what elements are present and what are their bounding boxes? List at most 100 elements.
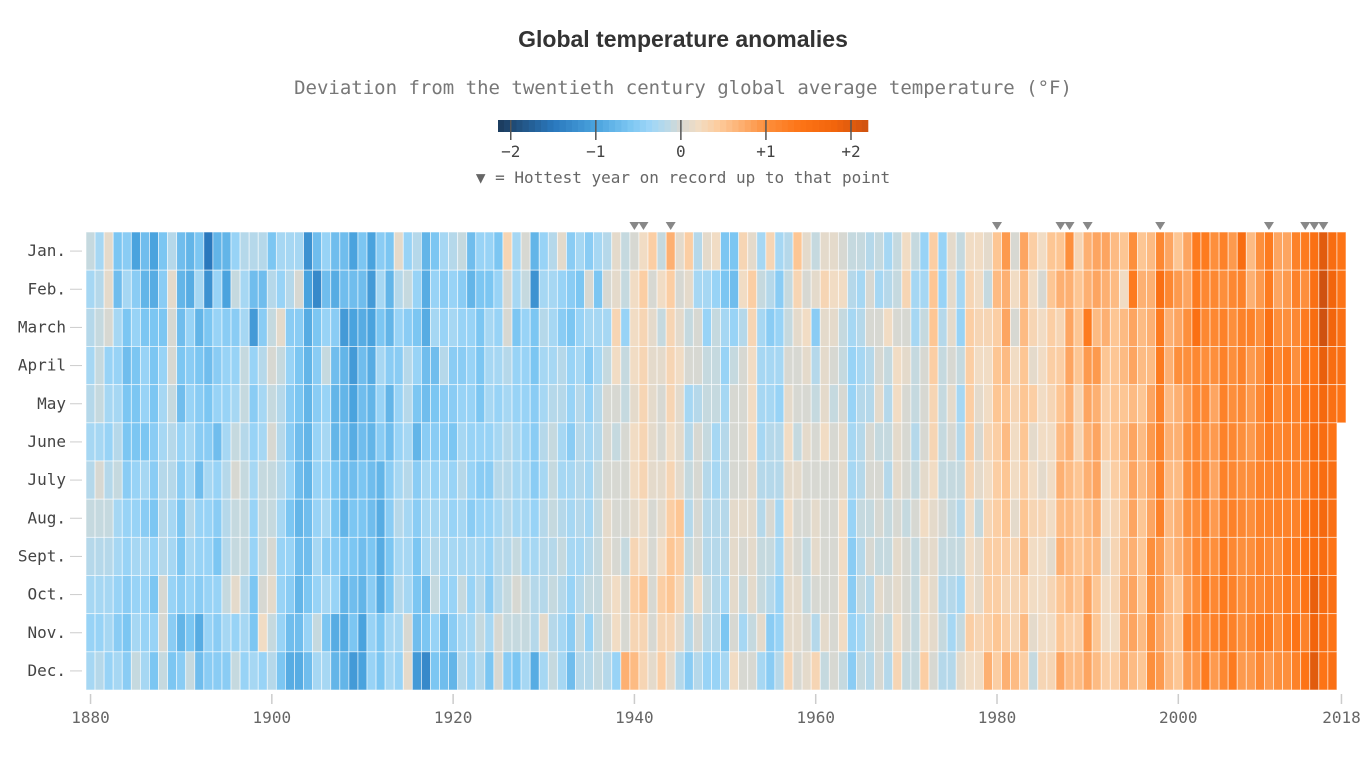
heatmap-cell: 1913 March: -0.8 — [384, 307, 395, 347]
heatmap-cell: 2005 Aug.: 1.2 — [1218, 498, 1229, 538]
heatmap-cell: 1961 Aug.: 0 — [819, 498, 830, 538]
heatmap-cell: 1916 Jan.: -0.2 — [411, 231, 422, 271]
heatmap-cell: 1955 Nov.: -0.5 — [765, 613, 776, 653]
heatmap-cell: 1992 July: 0.2 — [1100, 460, 1111, 500]
heatmap-cell: 1994 July: 0.5 — [1118, 460, 1129, 500]
heatmap-cell: 1989 May: 0.3 — [1073, 384, 1084, 424]
heatmap-cell: 1994 Aug.: 0.5 — [1118, 498, 1129, 538]
heatmap-cell: 1911 Feb.: -1.1 — [366, 269, 377, 309]
heatmap-cell: 1893 Nov.: -0.4 — [203, 613, 214, 653]
heatmap-cell: 2013 Dec.: 1.2 — [1291, 651, 1302, 691]
legend-swatch — [621, 120, 628, 132]
heatmap-cell: 1997 Aug.: 0.8 — [1146, 498, 1157, 538]
heatmap-cell: 2011 Feb.: 0.8 — [1273, 269, 1283, 309]
heatmap-cell: 1886 Feb.: -0.8 — [139, 269, 150, 309]
heatmap-cell: 1957 Aug.: 0.2 — [783, 498, 794, 538]
heatmap-cell: 1993 July: 0.4 — [1109, 460, 1120, 500]
heatmap-cell: 1944 Jan.: 0.7 — [665, 231, 676, 271]
heatmap-cell: 2006 Feb.: 1.1 — [1227, 269, 1238, 309]
heatmap-cell: 1962 Dec.: 0 — [828, 651, 839, 691]
legend-swatch — [572, 120, 579, 132]
heatmap-cell: 1965 May: -0.2 — [856, 384, 866, 424]
heatmap-cell: 1890 Dec.: -0.5 — [176, 651, 187, 691]
heatmap-cell: 1888 June: -0.3 — [158, 422, 168, 462]
heatmap-cell: 2013 May: 1.2 — [1291, 384, 1302, 424]
heatmap-cell: 2002 Jan.: 1.3 — [1191, 231, 1202, 271]
heatmap-cell: 1947 April: 0 — [692, 346, 703, 386]
heatmap-cell: 1957 July: 0.1 — [783, 460, 794, 500]
heatmap-cell: 1970 April: 0.1 — [901, 346, 912, 386]
heatmap-cell: 1955 Sept.: -0.1 — [765, 536, 776, 576]
record-year-marker-icon — [638, 222, 649, 230]
heatmap-cell: 1985 Oct.: 0.2 — [1037, 575, 1048, 615]
heatmap-cell: 1917 April: -0.7 — [420, 346, 431, 386]
heatmap-cell: 1912 July: -0.8 — [375, 460, 386, 500]
heatmap-cell: 1961 May: 0.1 — [819, 384, 830, 424]
heatmap-cell: 1904 Sept.: -0.7 — [303, 536, 314, 576]
heatmap-cell: 1896 Aug.: -0.1 — [230, 498, 241, 538]
heatmap-cell: 1955 Oct.: -0.2 — [765, 575, 776, 615]
heatmap-cell: 1993 June: 0.5 — [1109, 422, 1120, 462]
heatmap-cell: 2012 Sept.: 1.3 — [1282, 536, 1293, 576]
heatmap-cell: 1981 Sept.: 0.4 — [1001, 536, 1012, 576]
heatmap-cell: 1893 Feb.: -1.2 — [203, 269, 214, 309]
heatmap-cell: 2000 Oct.: 0.5 — [1173, 575, 1184, 615]
heatmap-cell: 1979 April: 0.2 — [983, 346, 993, 386]
heatmap-cell: 1962 June: 0 — [828, 422, 839, 462]
heatmap-cell: 1890 Jan.: -0.7 — [176, 231, 187, 271]
legend-swatch — [584, 120, 591, 132]
heatmap-cell: 1949 March: -0.1 — [711, 307, 721, 347]
heatmap-cell: 2000 Jan.: 0.5 — [1173, 231, 1184, 271]
heatmap-cell: 1898 April: -0.4 — [248, 346, 259, 386]
heatmap-cell: 1993 Nov.: 0.2 — [1109, 613, 1120, 653]
heatmap-cell: 2003 March: 1.1 — [1200, 307, 1211, 347]
heatmap-cell: 1921 May: -0.4 — [457, 384, 468, 424]
heatmap-cell: 1953 Dec.: 0 — [747, 651, 758, 691]
heatmap-cell: 1932 Feb.: -0.4 — [556, 269, 567, 309]
heatmap-cell: 1896 Feb.: -0.1 — [230, 269, 241, 309]
heatmap-cell: 2000 April: 1 — [1173, 346, 1184, 386]
legend-tick-label: 0 — [676, 142, 686, 161]
heatmap-cell: 1982 April: 0.2 — [1010, 346, 1021, 386]
heatmap-cell: 1928 March: -0.4 — [520, 307, 531, 347]
heatmap-cell: 2002 Sept.: 1.1 — [1191, 536, 1202, 576]
heatmap-cell: 1996 March: 0.6 — [1137, 307, 1147, 347]
heatmap-cell: 1995 Aug.: 0.8 — [1128, 498, 1138, 538]
heatmap-cell: 1983 Aug.: 0.5 — [1019, 498, 1030, 538]
legend-swatch — [689, 120, 696, 132]
heatmap-cell: 1952 Oct.: -0.1 — [738, 575, 749, 615]
heatmap-cell: 1982 June: 0.2 — [1010, 422, 1021, 462]
heatmap-cell: 1888 Nov.: 0 — [158, 613, 168, 653]
heatmap-cell: 2008 March: 1.2 — [1245, 307, 1256, 347]
heatmap-cell: 1937 Oct.: 0.1 — [602, 575, 613, 615]
heatmap-cell: 1892 Sept.: -0.4 — [194, 536, 205, 576]
heatmap-cell: 1936 May: -0.2 — [593, 384, 604, 424]
heatmap-cell: 1915 Dec.: 0.1 — [402, 651, 413, 691]
heatmap-cell: 1905 Feb.: -1.3 — [312, 269, 323, 309]
heatmap-cell: 1925 June: -0.3 — [493, 422, 504, 462]
heatmap-cell: 1955 March: -0.5 — [765, 307, 776, 347]
heatmap-cell: 1908 May: -0.8 — [339, 384, 350, 424]
heatmap-cell: 2018 Jan.: 1.4 — [1336, 231, 1347, 271]
heatmap-cell: 1970 Jan.: 0.2 — [901, 231, 912, 271]
heatmap-cell: 1908 Aug.: -0.8 — [339, 498, 350, 538]
heatmap-cell: 1900 Dec.: -0.2 — [266, 651, 277, 691]
heatmap-cell: 2002 Feb.: 1.3 — [1191, 269, 1202, 309]
heatmap-cell: 1910 Aug.: -0.6 — [357, 498, 368, 538]
heatmap-cell: 1897 Nov.: -0.3 — [239, 613, 250, 653]
heatmap-cell: 1948 Dec.: -0.4 — [702, 651, 712, 691]
heatmap-cell: 1975 Feb.: 0.1 — [946, 269, 957, 309]
heatmap-cell: 1972 April: 0 — [919, 346, 930, 386]
heatmap-cell: 1891 Jan.: -0.8 — [185, 231, 196, 271]
heatmap-cell: 1890 July: -0.5 — [176, 460, 187, 500]
heatmap-cell: 1998 Oct.: 0.9 — [1155, 575, 1166, 615]
heatmap-cell: 1969 Aug.: 0 — [892, 498, 903, 538]
heatmap-cell: 2008 Sept.: 1 — [1245, 536, 1256, 576]
heatmap-cell: 2018 March: 1.5 — [1336, 307, 1347, 347]
heatmap-cell: 2007 Dec.: 0.9 — [1236, 651, 1247, 691]
heatmap-cell: 1902 July: -0.4 — [285, 460, 295, 500]
heatmap-cell: 1978 Nov.: 0.3 — [973, 613, 984, 653]
heatmap-cell: 1928 Feb.: -0.1 — [520, 269, 531, 309]
heatmap-cell: 1965 March: -0.2 — [856, 307, 866, 347]
heatmap-cell: 1983 Feb.: 0.6 — [1019, 269, 1030, 309]
